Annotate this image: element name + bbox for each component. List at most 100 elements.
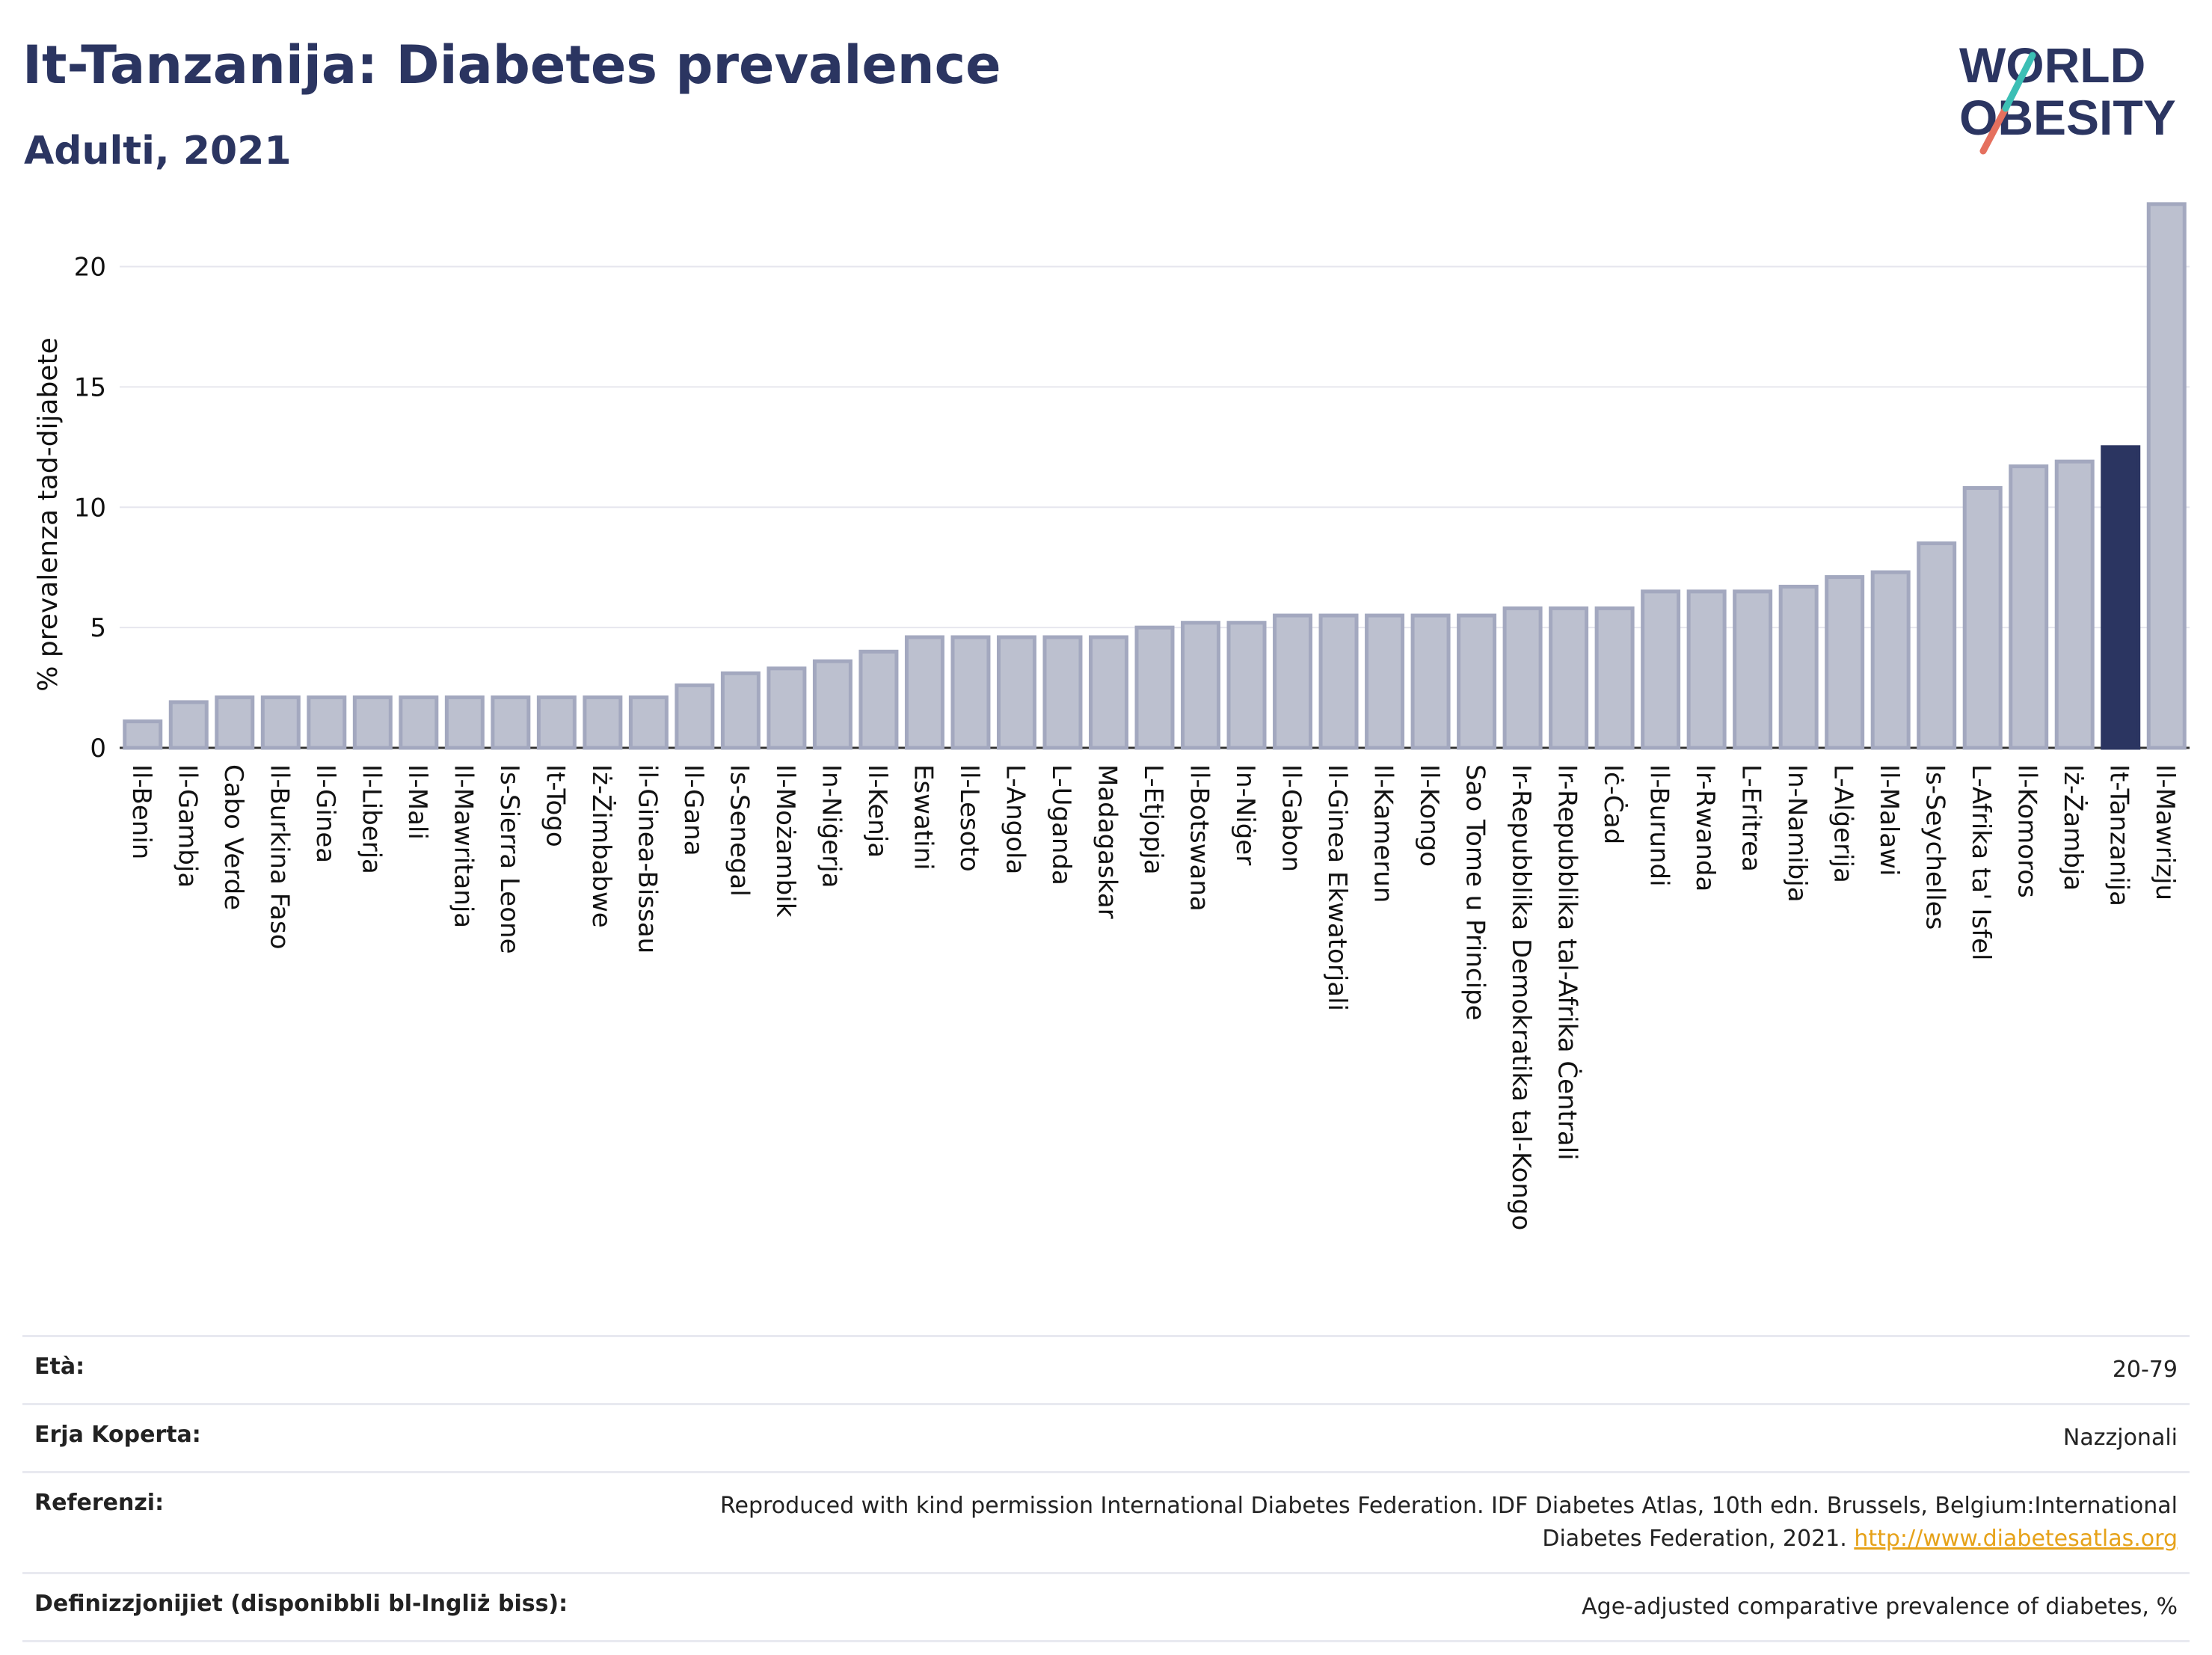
reference-link[interactable]: http://www.diabetesatlas.org bbox=[1854, 1526, 2178, 1552]
chart-subtitle: Adulti, 2021 bbox=[24, 129, 292, 174]
x-tick-label: Il-Malawi bbox=[1874, 764, 1904, 876]
reference-text: Reproduced with kind permission Internat… bbox=[720, 1493, 2178, 1552]
x-tick-label: Iż-Żambja bbox=[2058, 764, 2088, 891]
bar[interactable] bbox=[1457, 613, 1497, 750]
x-tick-label: Il-Botswana bbox=[1185, 764, 1214, 912]
x-tick-label: It-Togo bbox=[540, 764, 570, 847]
bar[interactable] bbox=[2009, 464, 2049, 750]
bar[interactable] bbox=[536, 695, 577, 750]
x-tick-label: Ir-Repubblika tal-Afrika Ċentrali bbox=[1552, 764, 1583, 1161]
x-tick-label: In-Namibja bbox=[1782, 764, 1812, 903]
bar[interactable] bbox=[1502, 606, 1543, 750]
bar[interactable] bbox=[2054, 459, 2095, 750]
y-tick-label: 10 bbox=[74, 493, 106, 523]
x-tick-label: Il-Burundi bbox=[1644, 764, 1674, 887]
bar[interactable] bbox=[1686, 589, 1727, 750]
bar[interactable] bbox=[2101, 445, 2141, 750]
x-tick-label: L-Eritrea bbox=[1736, 764, 1766, 872]
x-tick-label: Iż-Żimbabwe bbox=[586, 764, 616, 928]
x-tick-label: L-Alġerija bbox=[1828, 764, 1858, 883]
bar[interactable] bbox=[904, 635, 944, 750]
bar[interactable] bbox=[1733, 589, 1773, 750]
x-tick-label: Il-Kongo bbox=[1414, 764, 1444, 867]
bar[interactable] bbox=[260, 695, 301, 750]
bar[interactable] bbox=[168, 700, 209, 750]
bar[interactable] bbox=[444, 695, 485, 750]
x-tick-label: Il-Gana bbox=[678, 764, 708, 856]
bar[interactable] bbox=[1410, 613, 1451, 750]
chart-title: It-Tanzanija: Diabetes prevalence bbox=[22, 34, 1001, 96]
x-axis-labels: Il-Benin Il-Gambja Cabo Verde Il-Burkina Fa… bbox=[126, 764, 2180, 1230]
info-label: Definizzjonijiet (disponibbli bl-Ingliż … bbox=[34, 1591, 568, 1617]
bar[interactable] bbox=[1181, 621, 1221, 750]
bar[interactable] bbox=[123, 719, 163, 750]
bar[interactable] bbox=[352, 695, 393, 750]
x-tick-label: Ir-Rwanda bbox=[1690, 764, 1720, 891]
info-row-references: Referenzi: Reproduced with kind permissi… bbox=[22, 1471, 2190, 1572]
logo-line-obesity: OBESITY bbox=[1959, 90, 2176, 145]
bar[interactable] bbox=[766, 666, 807, 750]
x-tick-label: Il-Komoros bbox=[2012, 764, 2042, 898]
bar[interactable] bbox=[1962, 486, 2003, 750]
info-table: Età: 20-79 Erja Koperta: Nazzjonali Refe… bbox=[22, 1335, 2190, 1642]
bar[interactable] bbox=[1594, 606, 1635, 750]
bars bbox=[123, 202, 2187, 750]
x-tick-label: Eswatini bbox=[908, 764, 938, 871]
y-axis-title: % prevalenza tad-dijabete bbox=[33, 337, 64, 692]
bar[interactable] bbox=[1917, 541, 1957, 750]
x-tick-label: L-Angola bbox=[1000, 764, 1030, 874]
x-tick-label: Il-Mawritanja bbox=[448, 764, 478, 928]
x-tick-label: Il-Liberja bbox=[356, 764, 386, 874]
x-tick-label: In-Niġer bbox=[1230, 764, 1260, 865]
bar[interactable] bbox=[2146, 202, 2187, 750]
bar[interactable] bbox=[628, 695, 669, 750]
x-tick-label: Cabo Verde bbox=[218, 764, 248, 910]
x-tick-label: Il-Kamerun bbox=[1368, 764, 1398, 903]
bar[interactable] bbox=[583, 695, 623, 750]
bar[interactable] bbox=[1549, 606, 1589, 750]
x-tick-label: Is-Senegal bbox=[724, 764, 754, 897]
info-value: 20-79 bbox=[2112, 1357, 2178, 1383]
bar[interactable] bbox=[675, 683, 715, 750]
x-tick-label: Iċ-Ċad bbox=[1598, 764, 1629, 844]
info-label: Erja Koperta: bbox=[34, 1422, 201, 1448]
bar[interactable] bbox=[215, 695, 255, 750]
bar[interactable] bbox=[1042, 635, 1083, 750]
info-row-age: Età: 20-79 bbox=[22, 1335, 2190, 1403]
bar[interactable] bbox=[1318, 613, 1359, 750]
x-tick-label: Il-Mawrizju bbox=[2150, 764, 2180, 900]
x-tick-label: Il-Benin bbox=[126, 764, 156, 859]
bar[interactable] bbox=[1134, 625, 1175, 750]
x-tick-label: In-Niġerja bbox=[816, 764, 846, 888]
bar[interactable] bbox=[399, 695, 439, 750]
bar[interactable] bbox=[1226, 621, 1267, 750]
bar[interactable] bbox=[1273, 613, 1313, 750]
x-tick-label: il-Ginea-Bissau bbox=[632, 764, 662, 954]
info-value: Age-adjusted comparative prevalence of d… bbox=[1582, 1594, 2178, 1620]
bar[interactable] bbox=[1641, 589, 1681, 750]
x-tick-label: Sao Tome u Principe bbox=[1460, 764, 1490, 1021]
x-tick-label: Il-Gabon bbox=[1276, 764, 1306, 872]
bar[interactable] bbox=[1825, 575, 1865, 750]
bar[interactable] bbox=[491, 695, 531, 750]
bar[interactable] bbox=[1870, 570, 1911, 750]
bar[interactable] bbox=[1365, 613, 1405, 750]
world-obesity-logo: WORLD OBESITY bbox=[1959, 37, 2176, 155]
bar[interactable] bbox=[950, 635, 991, 750]
bar[interactable] bbox=[858, 649, 899, 750]
bar[interactable] bbox=[307, 695, 347, 750]
info-row-definitions: Definizzjonijiet (disponibbli bl-Ingliż … bbox=[22, 1572, 2190, 1642]
bar[interactable] bbox=[812, 659, 852, 750]
bar[interactable] bbox=[1088, 635, 1128, 750]
info-value: Nazzjonali bbox=[2062, 1425, 2178, 1451]
y-tick-label: 0 bbox=[90, 734, 106, 764]
bar[interactable] bbox=[720, 671, 761, 750]
x-tick-label: Il-Gambja bbox=[172, 764, 202, 888]
bar[interactable] bbox=[1778, 584, 1819, 750]
x-tick-label: It-Tanzanija bbox=[2104, 764, 2134, 906]
x-tick-label: Il-Ginea Ekwatorjali bbox=[1322, 764, 1352, 1011]
x-tick-label: Ir-Repubblika Demokratika tal-Kongo bbox=[1506, 764, 1536, 1230]
bar[interactable] bbox=[996, 635, 1036, 750]
y-axis-ticks: 0 5 10 15 20 bbox=[74, 253, 106, 764]
